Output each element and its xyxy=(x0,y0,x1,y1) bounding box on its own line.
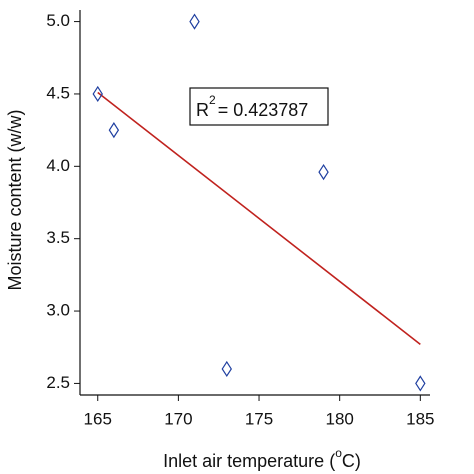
y-axis-label: Moisture content (w/w) xyxy=(5,109,25,290)
y-tick-label: 3.0 xyxy=(46,301,70,320)
x-tick-label: 180 xyxy=(325,409,353,428)
annotation-sup: 2 xyxy=(209,93,216,107)
y-tick-label: 4.5 xyxy=(46,83,70,102)
x-tick-label: 165 xyxy=(84,409,112,428)
y-tick-label: 3.5 xyxy=(46,228,70,247)
y-tick-label: 5.0 xyxy=(46,11,70,30)
annotation-box xyxy=(189,87,329,126)
y-tick-label: 4.0 xyxy=(46,156,70,175)
annotation: R2 = 0.423787 xyxy=(196,93,308,120)
data-point xyxy=(221,360,232,378)
x-label-text: Inlet air temperature ( xyxy=(163,451,335,471)
data-point xyxy=(318,163,329,181)
x-tick-label: 175 xyxy=(245,409,273,428)
data-point xyxy=(92,85,103,103)
x-axis-label: Inlet air temperature (oC) xyxy=(163,446,361,471)
x-label-sup: o xyxy=(335,446,342,460)
data-point xyxy=(415,375,426,392)
x-label-text: C) xyxy=(342,451,361,471)
data-point xyxy=(108,122,120,139)
y-tick-label: 2.5 xyxy=(46,373,70,392)
fit-line xyxy=(97,91,421,345)
x-tick-label: 170 xyxy=(164,409,192,428)
annotation-text: = 0.423787 xyxy=(218,100,309,120)
x-tick-label: 185 xyxy=(406,409,434,428)
annotation-text: R xyxy=(196,100,209,120)
data-point xyxy=(189,13,200,30)
